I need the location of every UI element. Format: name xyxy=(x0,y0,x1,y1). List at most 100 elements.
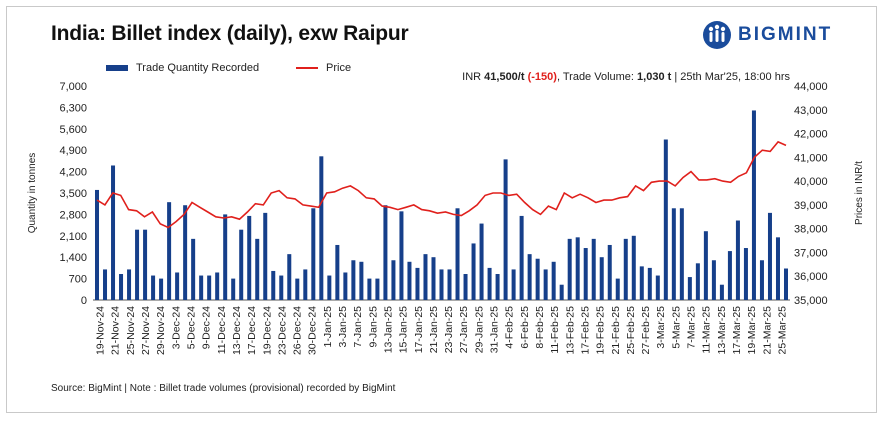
x-tick-label: 7-Jan-25 xyxy=(352,306,364,348)
quantity-bar xyxy=(703,231,708,300)
quantity-bar xyxy=(655,275,660,300)
x-tick-label: 3-Mar-25 xyxy=(655,306,667,349)
x-tick-label: 8-Feb-25 xyxy=(534,306,546,349)
quantity-bar xyxy=(383,205,388,300)
x-tick-label: 13-Feb-25 xyxy=(564,306,576,355)
x-tick-label: 11-Dec-24 xyxy=(216,306,228,354)
quantity-bar xyxy=(103,269,108,300)
price-line xyxy=(96,140,787,229)
quantity-bar xyxy=(695,263,700,300)
x-tick-label: 29-Jan-25 xyxy=(473,306,485,353)
price-date: | 25th Mar'25, 18:00 hrs xyxy=(671,71,790,83)
bigmint-logo-icon xyxy=(703,21,731,49)
y-right-tick-label: 35,000 xyxy=(794,295,828,307)
quantity-bar xyxy=(543,269,548,300)
x-tick-label: 3-Dec-24 xyxy=(170,306,182,349)
y-right-tick-label: 44,000 xyxy=(794,81,828,93)
x-tick-label: 3-Jan-25 xyxy=(337,306,349,348)
y-left-tick-label: 5,600 xyxy=(59,124,87,136)
quantity-bar xyxy=(295,278,300,300)
x-tick-label: 15-Jan-25 xyxy=(398,306,410,353)
quantity-bar xyxy=(759,260,764,300)
y-left-tick-label: 7,000 xyxy=(59,81,87,93)
y-left-tick-label: 1,400 xyxy=(59,252,87,264)
x-tick-label: 11-Feb-25 xyxy=(549,306,561,354)
quantity-bar xyxy=(231,278,236,300)
quantity-bar xyxy=(551,261,556,300)
quantity-bar xyxy=(735,220,740,300)
x-tick-label: 27-Jan-25 xyxy=(458,306,470,353)
x-tick-label: 21-Mar-25 xyxy=(761,306,773,355)
x-tick-label: 13-Jan-25 xyxy=(383,306,395,353)
quantity-bar xyxy=(495,274,500,300)
quantity-bar xyxy=(663,139,668,300)
quantity-bar xyxy=(783,268,788,300)
quantity-bar xyxy=(431,257,436,300)
quantity-bar xyxy=(599,257,604,300)
x-tick-label: 6-Feb-25 xyxy=(519,306,531,349)
quantity-bar xyxy=(343,272,348,300)
x-tick-label: 21-Jan-25 xyxy=(428,306,440,353)
quantity-bar xyxy=(215,272,220,300)
quantity-bar xyxy=(439,269,444,300)
quantity-bar xyxy=(271,270,276,300)
x-tick-label: 19-Dec-24 xyxy=(261,306,273,355)
quantity-bar xyxy=(191,238,196,300)
y-left-axis-title: Quantity in tonnes xyxy=(27,153,38,234)
x-tick-label: 23-Dec-24 xyxy=(276,306,288,355)
legend-bar-swatch xyxy=(106,65,128,71)
quantity-bar xyxy=(535,258,540,300)
quantity-bar xyxy=(351,260,356,300)
x-tick-label: 27-Nov-24 xyxy=(140,306,152,355)
bigmint-logo: BIGMINT xyxy=(702,20,832,50)
x-tick-label: 9-Dec-24 xyxy=(201,306,213,349)
x-tick-label: 9-Jan-25 xyxy=(367,306,379,348)
bigmint-logo-text: BIGMINT xyxy=(738,24,833,45)
x-tick-label: 29-Nov-24 xyxy=(155,306,167,355)
quantity-bar xyxy=(119,274,124,300)
quantity-bar xyxy=(647,267,652,300)
quantity-bar xyxy=(591,238,596,300)
x-tick-label: 25-Feb-25 xyxy=(625,306,637,355)
quantity-bar xyxy=(111,165,116,300)
quantity-bar xyxy=(567,238,572,300)
volume-label: , Trade Volume: xyxy=(556,71,638,83)
y-right-tick-label: 41,000 xyxy=(794,152,828,164)
quantity-bar xyxy=(447,269,452,300)
x-tick-label: 7-Mar-25 xyxy=(686,306,698,349)
quantity-bar xyxy=(239,229,244,300)
quantity-bar xyxy=(127,269,132,300)
quantity-bar xyxy=(639,266,644,300)
quantity-bar xyxy=(671,208,676,300)
source-note: Source: BigMint | Note : Billet trade vo… xyxy=(51,383,396,394)
quantity-bar xyxy=(167,202,172,300)
quantity-bar xyxy=(519,215,524,300)
quantity-bar xyxy=(95,189,100,300)
quantity-bar xyxy=(775,237,780,300)
volume-value: 1,030 t xyxy=(637,71,672,83)
quantity-bar xyxy=(407,261,412,300)
x-tick-label: 21-Nov-24 xyxy=(110,306,122,355)
quantity-bar xyxy=(727,251,732,300)
quantity-bar xyxy=(311,208,316,300)
quantity-bar xyxy=(575,237,580,300)
quantity-bar xyxy=(319,156,324,300)
legend-line-label: Price xyxy=(326,62,352,74)
quantity-bar xyxy=(279,275,284,300)
x-tick-label: 1-Jan-25 xyxy=(322,306,334,348)
quantity-bar xyxy=(391,260,396,300)
y-right-tick-label: 40,000 xyxy=(794,176,828,188)
quantity-bar xyxy=(511,269,516,300)
x-tick-label: 21-Feb-25 xyxy=(610,306,622,355)
quantity-bar xyxy=(223,214,228,300)
quantity-bar xyxy=(199,275,204,300)
y-left-tick-label: 2,100 xyxy=(59,231,87,243)
quantity-bar xyxy=(471,243,476,300)
quantity-bar xyxy=(687,277,692,300)
x-tick-label: 17-Feb-25 xyxy=(579,306,591,355)
x-tick-label: 17-Mar-25 xyxy=(731,306,743,355)
quantity-bar xyxy=(247,215,252,300)
quantity-bar xyxy=(255,238,260,300)
y-right-tick-label: 38,000 xyxy=(794,224,828,236)
